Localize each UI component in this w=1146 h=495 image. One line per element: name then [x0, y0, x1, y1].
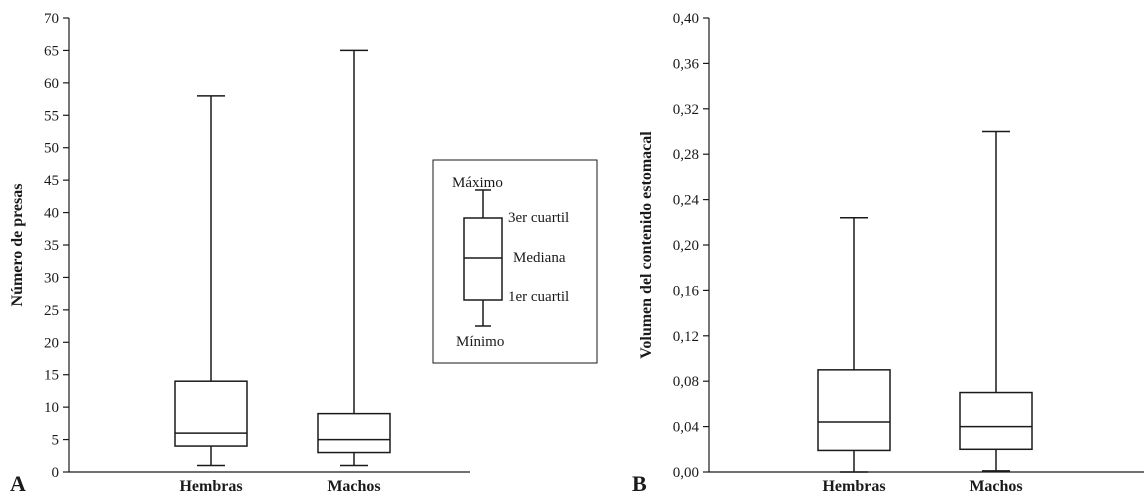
box-iqr — [317, 412, 391, 454]
category-label: Machos — [327, 478, 380, 495]
y-tick-label: 0,20 — [673, 238, 699, 254]
legend-maximum-label: Máximo — [452, 175, 503, 191]
y-tick-label: 70 — [44, 11, 59, 27]
y-tick-label: 0,16 — [673, 283, 700, 299]
y-tick-label: 35 — [44, 238, 59, 254]
legend-minimum-label: Mínimo — [456, 334, 504, 350]
category-label: Hembras — [179, 478, 242, 495]
box-iqr — [174, 380, 248, 447]
y-tick-label: 0,08 — [673, 374, 699, 390]
y-tick-label: 0,04 — [673, 420, 700, 436]
panel-a-box-plot: 0 5 10 15 20 25 30 35 40 45 50 55 60 65 70 Número de pr… — [9, 11, 470, 495]
panel-letter: A — [10, 471, 26, 495]
y-tick-label: 20 — [44, 335, 59, 351]
y-tick-label: 15 — [44, 368, 59, 384]
y-tick-label: 0 — [52, 465, 60, 481]
y-tick-label: 10 — [44, 400, 59, 416]
y-tick-label: 0,40 — [673, 11, 699, 27]
legend-q1-label: 1er cuartil — [508, 289, 569, 305]
y-tick-label: 0,00 — [673, 465, 699, 481]
y-tick-label: 0,32 — [673, 102, 699, 118]
y-tick-label: 0,28 — [673, 147, 699, 163]
box-iqr — [959, 391, 1033, 451]
y-tick-label: 65 — [44, 43, 59, 59]
legend-q3-label: 3er cuartil — [508, 210, 569, 226]
y-tick-label: 0,36 — [673, 56, 700, 72]
y-tick-label: 55 — [44, 108, 59, 124]
box-iqr — [817, 369, 891, 452]
panel-letter: B — [632, 471, 647, 495]
legend-frame — [432, 159, 598, 364]
y-axis-title: Número de presas — [9, 184, 26, 307]
y-tick-label: 30 — [44, 270, 59, 286]
legend-median-label: Mediana — [513, 250, 566, 266]
legend-box — [463, 217, 503, 301]
y-axis-title: Volumen del contenido estomacal — [638, 131, 655, 359]
box-plot-legend: Máximo 3er cuartil Mediana 1er cuartil M… — [432, 159, 598, 364]
category-label: Hembras — [822, 478, 885, 495]
y-tick-label: 5 — [52, 433, 60, 449]
y-tick-label: 0,12 — [673, 329, 699, 345]
y-tick-label: 0,24 — [673, 193, 700, 209]
y-tick-label: 60 — [44, 76, 59, 92]
y-tick-label: 25 — [44, 303, 59, 319]
category-label: Machos — [969, 478, 1022, 495]
y-tick-label: 45 — [44, 173, 59, 189]
panel-b-box-plot: 0,00 0,04 0,08 0,12 0,16 0,20 0,24 0,28 0,32 0,36… — [632, 11, 1144, 495]
y-tick-label: 50 — [44, 141, 59, 157]
y-tick-label: 40 — [44, 206, 59, 222]
